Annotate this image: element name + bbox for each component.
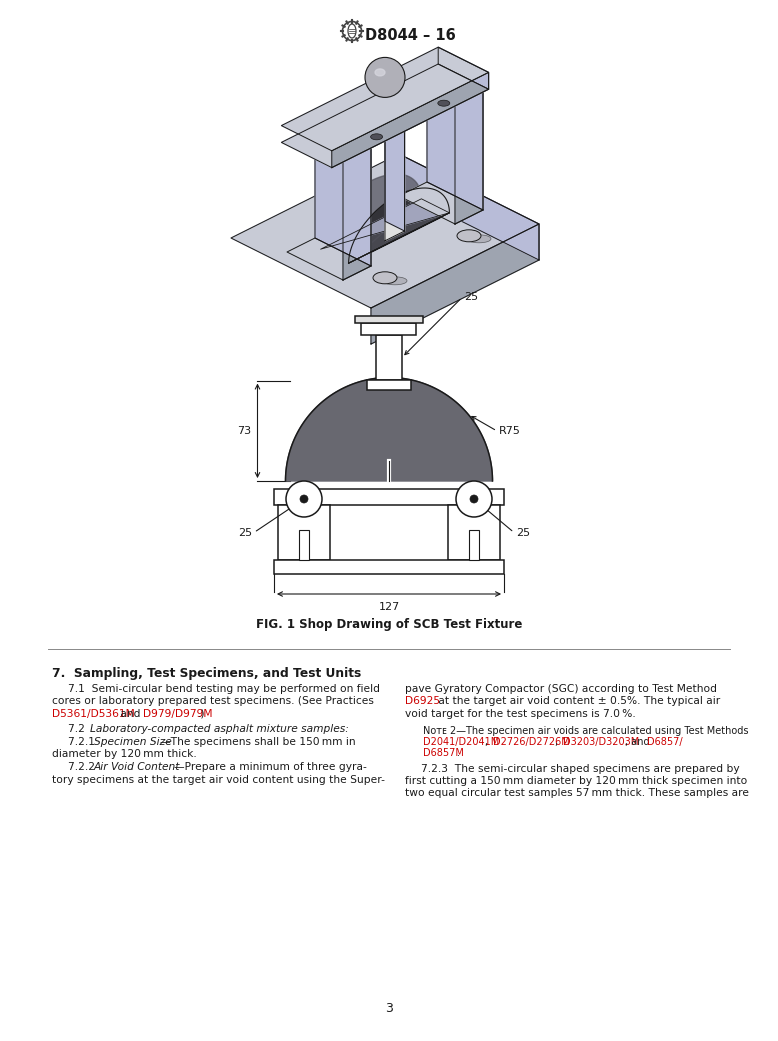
Text: 127: 127 — [378, 602, 400, 612]
Text: D2041/D2041M: D2041/D2041M — [423, 737, 499, 746]
Text: 3: 3 — [385, 1002, 393, 1016]
Polygon shape — [385, 106, 405, 231]
Text: D5361/D5361M: D5361/D5361M — [52, 709, 135, 718]
Bar — [367, 380, 411, 389]
Text: D6925: D6925 — [405, 696, 440, 707]
Polygon shape — [349, 188, 450, 263]
Bar — [362, 323, 416, 334]
Polygon shape — [286, 378, 492, 481]
Polygon shape — [287, 238, 371, 280]
Text: Specimen Size: Specimen Size — [94, 737, 172, 747]
Ellipse shape — [370, 134, 383, 139]
Text: 7.2.3  The semi-circular shaped specimens are prepared by: 7.2.3 The semi-circular shaped specimens… — [421, 764, 740, 775]
Polygon shape — [399, 154, 539, 260]
Ellipse shape — [438, 100, 450, 106]
Text: 25: 25 — [464, 293, 478, 303]
Text: D8044 – 16: D8044 – 16 — [365, 27, 456, 43]
Text: —The specimens shall be 150 mm in: —The specimens shall be 150 mm in — [160, 737, 356, 747]
Text: —Prepare a minimum of three gyra-: —Prepare a minimum of three gyra- — [174, 762, 367, 772]
Bar — [355, 315, 423, 323]
Polygon shape — [427, 62, 483, 210]
Text: pave Gyratory Compactor (SGC) according to Test Method: pave Gyratory Compactor (SGC) according … — [405, 684, 717, 694]
Polygon shape — [321, 174, 450, 263]
Polygon shape — [315, 118, 371, 266]
Text: cores or laboratory prepared test specimens. (See Practices: cores or laboratory prepared test specim… — [52, 696, 374, 707]
Ellipse shape — [375, 69, 385, 76]
Polygon shape — [282, 47, 489, 151]
Text: .): .) — [198, 709, 205, 718]
Polygon shape — [455, 90, 483, 224]
Bar — [448, 505, 500, 560]
Text: 7.2: 7.2 — [68, 723, 92, 734]
Text: FIG. 1 Shop Drawing of SCB Test Fixture: FIG. 1 Shop Drawing of SCB Test Fixture — [256, 618, 522, 631]
Text: D979/D979M: D979/D979M — [143, 709, 212, 718]
Text: 7.2.2: 7.2.2 — [68, 762, 102, 772]
Text: R75: R75 — [499, 426, 521, 436]
Bar — [274, 489, 504, 505]
Text: 7.  Sampling, Test Specimens, and Test Units: 7. Sampling, Test Specimens, and Test Un… — [52, 667, 361, 680]
Text: Air Void Content: Air Void Content — [94, 762, 180, 772]
Ellipse shape — [373, 272, 397, 284]
Text: tory specimens at the target air void content using the Super-: tory specimens at the target air void co… — [52, 775, 385, 785]
Text: 25: 25 — [516, 528, 530, 537]
Circle shape — [286, 481, 322, 517]
Text: 7.1  Semi-circular bend testing may be performed on field: 7.1 Semi-circular bend testing may be pe… — [68, 684, 380, 694]
Text: at the target air void content ± 0.5%. The typical air: at the target air void content ± 0.5%. T… — [435, 696, 720, 707]
Polygon shape — [282, 64, 489, 168]
Text: 25: 25 — [238, 528, 252, 537]
Polygon shape — [343, 146, 371, 280]
Text: Laboratory-compacted asphalt mixture samples:: Laboratory-compacted asphalt mixture sam… — [90, 723, 349, 734]
Circle shape — [470, 496, 478, 503]
Text: .: . — [457, 747, 460, 758]
Ellipse shape — [467, 235, 491, 243]
Circle shape — [365, 57, 405, 98]
Text: D6857M: D6857M — [423, 747, 464, 758]
Text: ,: , — [485, 737, 493, 746]
Bar — [274, 560, 504, 574]
Text: D2726/D2726M: D2726/D2726M — [493, 737, 569, 746]
Bar — [299, 530, 309, 560]
Polygon shape — [399, 182, 483, 224]
Text: 73: 73 — [237, 426, 251, 436]
Text: first cutting a 150 mm diameter by 120 mm thick specimen into: first cutting a 150 mm diameter by 120 m… — [405, 777, 747, 786]
Text: Nᴏᴛᴇ 2—The specimen air voids are calculated using Test Methods: Nᴏᴛᴇ 2—The specimen air voids are calcul… — [423, 726, 748, 736]
Bar — [376, 334, 402, 380]
Bar — [278, 505, 330, 560]
Circle shape — [456, 481, 492, 517]
Polygon shape — [371, 224, 539, 344]
Polygon shape — [321, 199, 450, 249]
Text: two equal circular test samples 57 mm thick. These samples are: two equal circular test samples 57 mm th… — [405, 788, 749, 798]
Polygon shape — [385, 116, 405, 240]
Text: , and: , and — [625, 737, 650, 746]
Text: D3203/D3203M: D3203/D3203M — [563, 737, 640, 746]
Text: ,: , — [555, 737, 563, 746]
Circle shape — [300, 496, 308, 503]
Polygon shape — [231, 154, 539, 308]
Bar — [469, 530, 479, 560]
Ellipse shape — [457, 230, 481, 242]
Polygon shape — [331, 73, 489, 168]
Polygon shape — [438, 47, 489, 90]
Text: 7.2.1: 7.2.1 — [68, 737, 102, 747]
Text: and: and — [117, 709, 144, 718]
Text: diameter by 120 mm thick.: diameter by 120 mm thick. — [52, 750, 197, 759]
Text: D6857/: D6857/ — [647, 737, 682, 746]
Ellipse shape — [383, 277, 407, 285]
Text: void target for the test specimens is 7.0 %.: void target for the test specimens is 7.… — [405, 709, 636, 718]
